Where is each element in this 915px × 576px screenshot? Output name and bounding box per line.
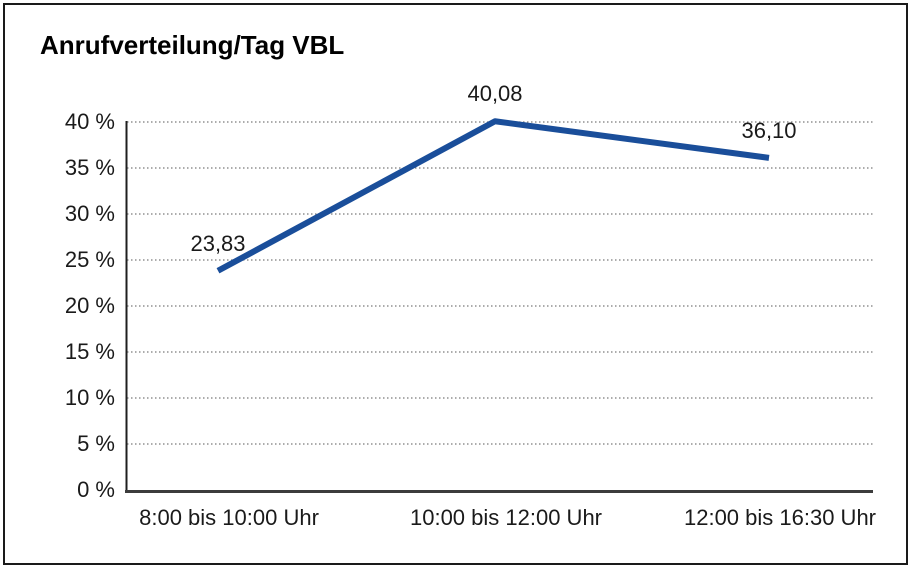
x-axis-label: 10:00 bis 12:00 Uhr — [409, 505, 603, 530]
y-axis-tick-label: 15 % — [64, 339, 115, 364]
data-point-label: 40,08 — [467, 81, 523, 107]
y-axis-tick-label: 10 % — [64, 385, 115, 410]
x-axis-label: 12:00 bis 16:30 Uhr — [683, 505, 877, 530]
data-series-line — [216, 118, 770, 274]
data-point-label: 36,10 — [741, 117, 797, 143]
y-axis-tick-label: 35 % — [64, 155, 115, 180]
y-axis-tick-label: 30 % — [64, 201, 115, 226]
y-axis-tick-label: 20 % — [64, 293, 115, 318]
y-axis-tick-label: 25 % — [64, 247, 115, 272]
chart-title: Anrufverteilung/Tag VBL — [40, 30, 345, 60]
y-axis-tick-label: 5 % — [77, 431, 115, 456]
y-axis-tick-label: 40 % — [64, 109, 115, 134]
y-axis-tick-label: 0 % — [77, 477, 115, 502]
chart-frame — [3, 3, 908, 565]
x-axis-label: 8:00 bis 10:00 Uhr — [139, 505, 319, 530]
data-point-label: 23,83 — [190, 230, 246, 256]
